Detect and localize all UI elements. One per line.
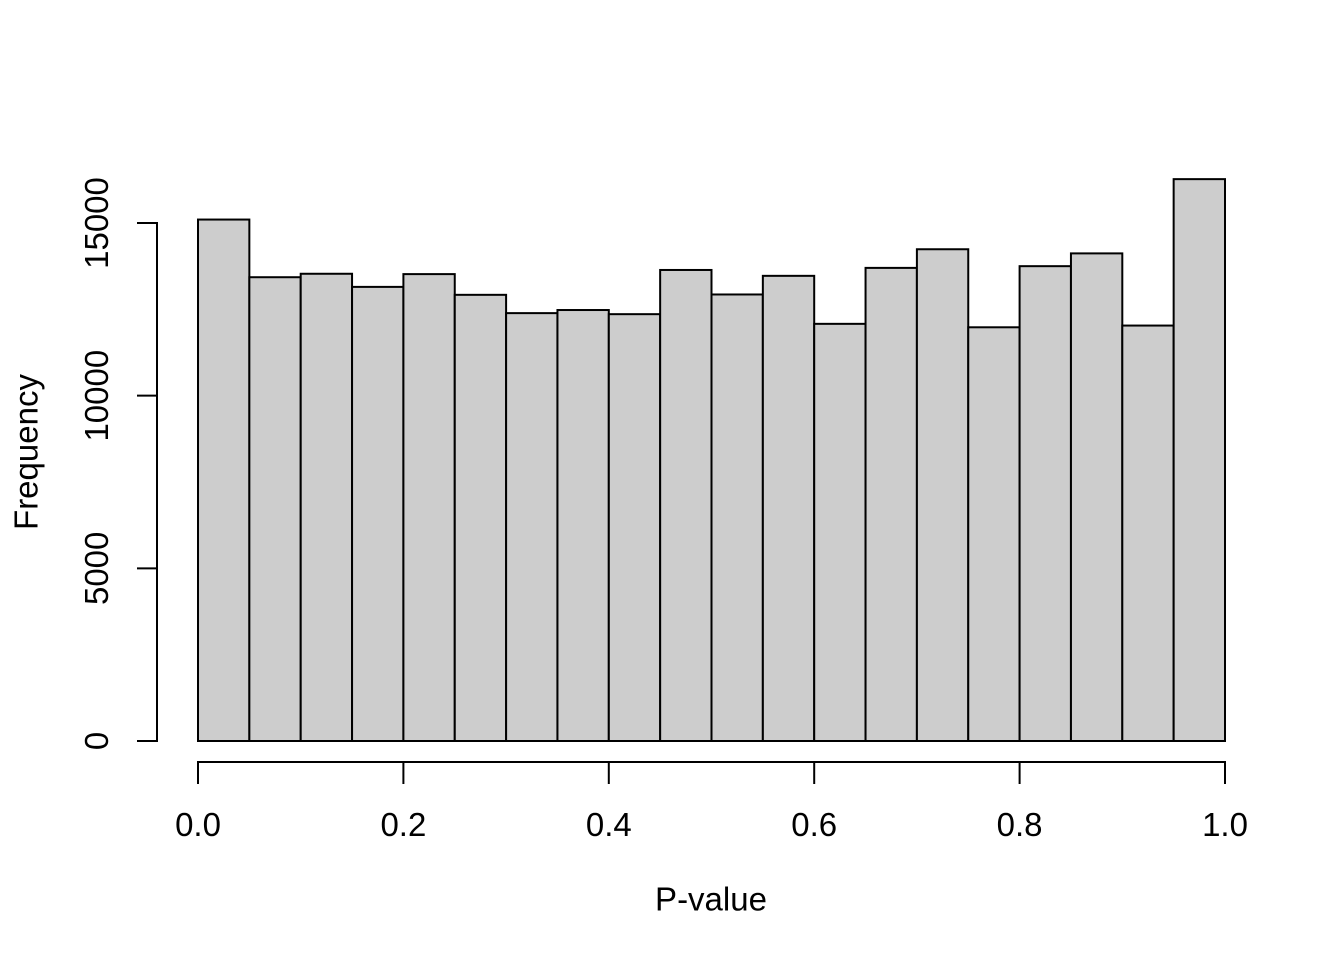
histogram-bar xyxy=(1121,324,1175,742)
y-tick-label: 10000 xyxy=(78,350,115,442)
histogram-bar xyxy=(351,285,405,742)
histogram-bar xyxy=(761,274,816,742)
x-tick-label: 0.8 xyxy=(997,806,1043,843)
histogram-bar xyxy=(710,293,764,742)
x-tick-label: 0.6 xyxy=(791,806,837,843)
histogram-bar xyxy=(197,218,251,743)
x-tick-label: 1.0 xyxy=(1202,806,1248,843)
histogram-bar xyxy=(556,309,610,742)
y-tick-label: 15000 xyxy=(78,177,115,269)
histogram-bar xyxy=(299,272,354,742)
histogram-bar xyxy=(402,273,456,742)
histogram-bar xyxy=(659,268,713,742)
histogram-bar xyxy=(248,276,302,742)
histogram-bar xyxy=(453,293,508,742)
y-tick-label: 5000 xyxy=(78,532,115,605)
y-axis-title: Frequency xyxy=(7,374,45,530)
histogram-bar xyxy=(1172,178,1227,742)
histogram-bar xyxy=(967,326,1021,742)
x-axis-title: P-value xyxy=(655,880,767,918)
histogram-bar xyxy=(1069,252,1124,742)
x-tick-label: 0.2 xyxy=(380,806,426,843)
histogram-bar xyxy=(864,266,918,742)
histogram-bar xyxy=(607,313,662,742)
histogram-bar xyxy=(813,322,867,742)
histogram-bar xyxy=(505,312,559,742)
x-tick-label: 0.0 xyxy=(175,806,221,843)
x-tick-label: 0.4 xyxy=(586,806,632,843)
histogram-bar xyxy=(1018,265,1072,742)
histogram-bar xyxy=(915,248,970,742)
y-tick-label: 0 xyxy=(78,732,115,750)
